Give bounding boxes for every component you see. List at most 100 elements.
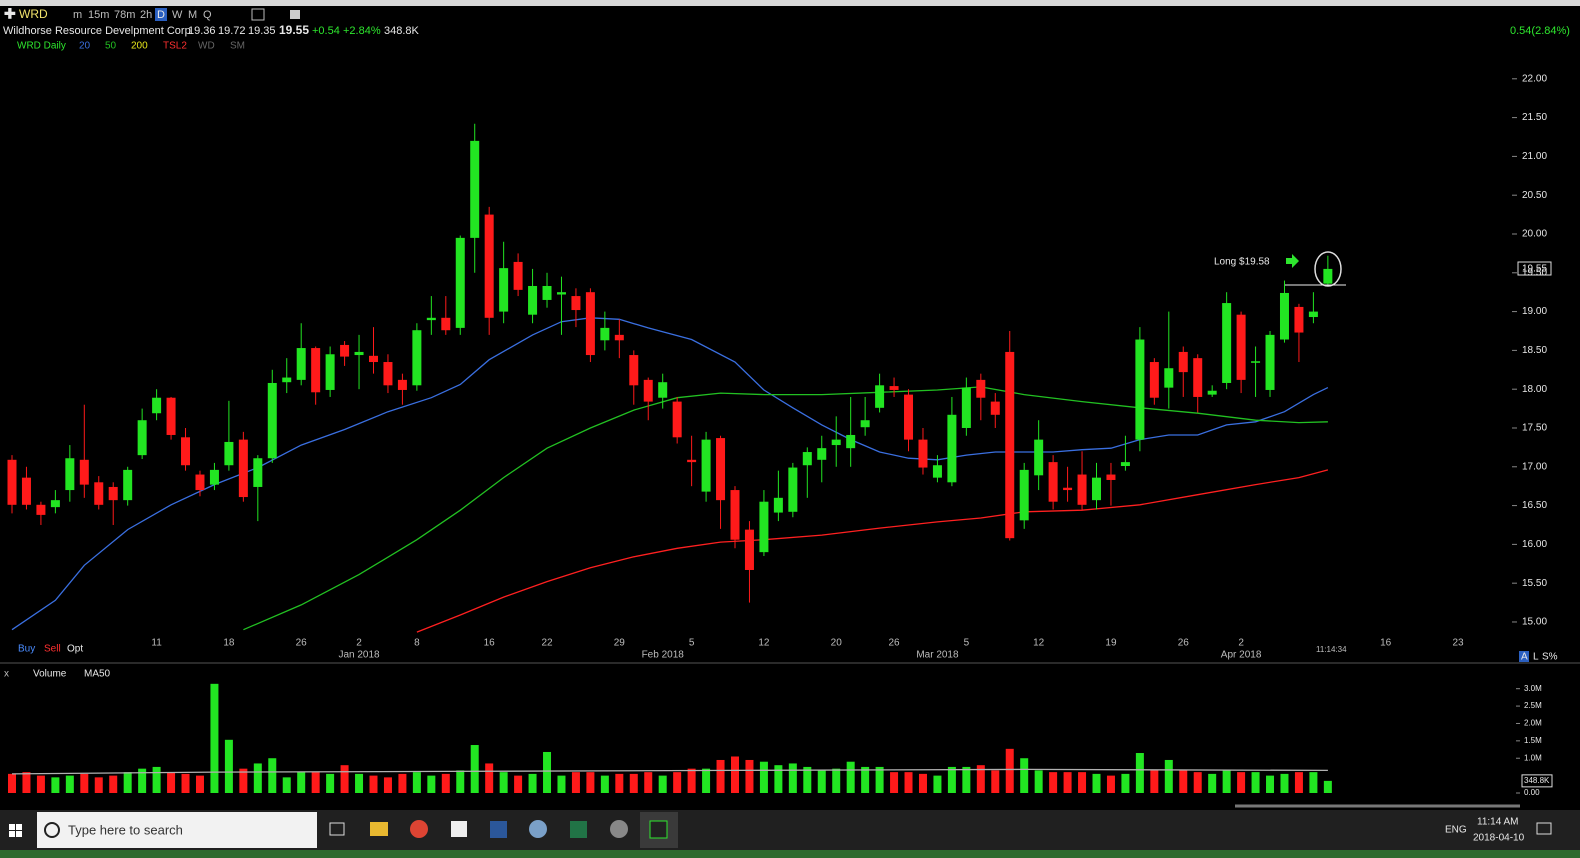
candle-body (152, 397, 162, 414)
notifications[interactable] (1536, 822, 1552, 835)
y-tick-label: 3.0M (1524, 684, 1542, 693)
volume-bar (1251, 772, 1260, 793)
timeframe[interactable]: 2h (140, 9, 152, 21)
candle-body (369, 355, 378, 363)
candle-body (65, 458, 75, 491)
candle-body (79, 459, 89, 485)
explorer-icon[interactable] (370, 822, 388, 836)
candle-body (556, 292, 566, 295)
volume-ma-legend[interactable]: MA50 (84, 669, 111, 680)
ma-legend[interactable]: 20 (79, 41, 91, 52)
volume-bar (195, 775, 204, 793)
search-placeholder[interactable]: Type here to search (68, 822, 183, 837)
volume-bar (1106, 775, 1115, 793)
volume-label-box (1521, 774, 1553, 788)
candle-body (296, 348, 306, 380)
volume-bar (543, 751, 552, 793)
indicator-row: WRD Daily 20 50 200 TSL2 WD SM (17, 41, 245, 52)
ma-legend[interactable]: 200 (131, 41, 148, 52)
indicator[interactable]: SM (230, 41, 245, 52)
timeframe[interactable]: 15m (88, 9, 109, 21)
x-tick-label: 29 (614, 638, 626, 649)
y-tick-label: 21.00 (1522, 151, 1547, 162)
y-tick-label: 20.50 (1522, 190, 1547, 201)
symbol[interactable]: WRD (19, 7, 48, 21)
y-tick-label: 19.50 (1522, 267, 1547, 278)
toolbar: ✚ WRD m 15m 78m 2h D W M Q (4, 6, 300, 22)
y-tick-label: 22.00 (1522, 73, 1547, 84)
close-icon[interactable]: x (4, 669, 9, 680)
volume-bar (51, 777, 60, 793)
sell-button[interactable]: Sell (44, 644, 61, 655)
y-tick-label: 17.00 (1522, 461, 1547, 472)
candle-body (383, 362, 393, 386)
volume-bar (1179, 770, 1188, 793)
clock-date[interactable]: 2018-04-10 (1473, 833, 1525, 844)
timeframe[interactable]: M (188, 9, 197, 21)
task-view[interactable] (329, 822, 345, 836)
volume-bar (658, 775, 667, 793)
volume-bar (759, 761, 768, 793)
candle-body (889, 386, 899, 390)
candle-body (224, 441, 234, 466)
x-tick-label: 12 (758, 638, 770, 649)
timeframe[interactable]: m (73, 9, 82, 21)
ma-legend[interactable]: 50 (105, 41, 117, 52)
y-tick-label: 2.0M (1524, 719, 1542, 728)
active-timeframe (155, 8, 167, 21)
candle-body (1019, 469, 1029, 521)
volume-bar (817, 770, 826, 793)
candle-body (672, 401, 682, 438)
volume-bar (340, 765, 349, 793)
volume-bar (1237, 772, 1246, 793)
buy-button[interactable]: Buy (18, 644, 35, 655)
volume-bar (687, 768, 696, 793)
volume-bar (412, 772, 421, 793)
timeframe[interactable]: W (172, 9, 183, 21)
x-tick-label: 20 (831, 638, 843, 649)
trading-app-icon (649, 820, 668, 839)
scale-button[interactable]: A (1521, 652, 1528, 663)
candle-body (209, 469, 219, 485)
volume-value-label: 348.8K (1524, 776, 1550, 785)
y-tick-label: 0.00 (1524, 788, 1540, 797)
notes-icon[interactable] (451, 821, 467, 837)
timeframe[interactable]: Q (203, 9, 212, 21)
indicator[interactable]: TSL2 (163, 41, 187, 52)
last: 19.55 (279, 23, 309, 37)
volume-bar (846, 761, 855, 793)
x-tick-label: 16 (484, 638, 496, 649)
timeframe[interactable]: 78m (114, 9, 135, 21)
clock-time[interactable]: 11:14 AM (1477, 817, 1519, 828)
volume-bar (1323, 780, 1332, 793)
candle-body (311, 348, 321, 393)
price-box (1517, 261, 1552, 276)
opt-button[interactable]: Opt (67, 644, 83, 655)
x-month-label: Apr 2018 (1221, 650, 1262, 661)
x-tick-label: 19 (1105, 638, 1117, 649)
indicator[interactable]: WD (198, 41, 215, 52)
scale-button[interactable]: L (1533, 652, 1539, 663)
y-tick-label: 2.5M (1524, 701, 1542, 710)
volume-bar (499, 772, 508, 793)
y-tick-label: 15.00 (1522, 617, 1547, 628)
word-icon[interactable] (490, 821, 507, 838)
chrome-icon[interactable] (410, 820, 428, 838)
candle-body (1323, 268, 1333, 284)
tool-icon[interactable] (251, 8, 265, 21)
app-icon[interactable] (610, 820, 628, 838)
language[interactable]: ENG (1445, 825, 1467, 836)
volume-bar (731, 756, 739, 793)
excel-icon[interactable] (570, 821, 587, 838)
high: 19.72 (218, 25, 246, 37)
volume-bar (991, 770, 1000, 793)
timeframe[interactable]: D (157, 9, 165, 21)
scale-button[interactable]: S% (1542, 652, 1558, 663)
start-button[interactable] (9, 824, 22, 837)
tool-icon[interactable] (290, 10, 300, 19)
x-tick-label: 18 (223, 638, 235, 649)
app-icon[interactable] (529, 820, 547, 838)
add-icon[interactable]: ✚ (4, 6, 16, 22)
bottom-strip (0, 850, 1580, 858)
search-box[interactable] (37, 812, 317, 848)
